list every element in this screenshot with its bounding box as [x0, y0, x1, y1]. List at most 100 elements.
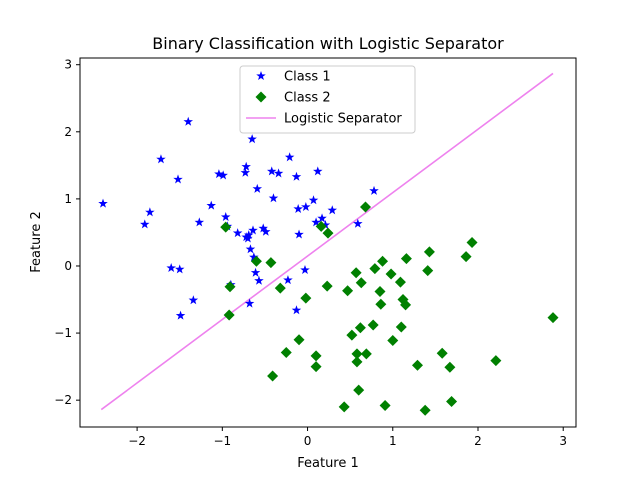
- class-1-point: [317, 213, 327, 223]
- class-1-point: [301, 201, 311, 211]
- class-1-point: [291, 171, 302, 181]
- class-1-point: [241, 232, 251, 242]
- class-2-point: [351, 348, 363, 360]
- class-2-point: [444, 361, 456, 373]
- class-1-point: [244, 298, 255, 308]
- class-2-point: [351, 356, 363, 368]
- class-2-point: [359, 201, 371, 213]
- legend-label: Logistic Separator: [284, 112, 402, 127]
- class-1-point: [252, 183, 263, 193]
- class-2-point: [367, 319, 379, 331]
- class-2-point: [224, 281, 236, 293]
- class-1-point: [232, 228, 243, 238]
- class-1-point: [273, 168, 284, 178]
- chart-title: Binary Classification with Logistic Sepa…: [152, 34, 504, 53]
- x-tick-label: 0: [304, 434, 312, 448]
- legend-box: [239, 65, 416, 134]
- class-1-point: [261, 226, 271, 236]
- class-2-point: [385, 268, 397, 280]
- legend: Class 1 Class 2 Logistic Separator: [239, 65, 416, 134]
- class-1-point: [293, 203, 303, 213]
- axes-frame: [79, 57, 577, 428]
- class-1-point: [245, 244, 256, 254]
- class-1-point: [258, 223, 268, 233]
- class-2-point: [423, 246, 435, 258]
- class-1-point: [353, 218, 363, 228]
- class-2-point: [436, 347, 448, 359]
- class-1-point: [183, 116, 193, 126]
- class-1-point: [300, 265, 310, 275]
- class-1-point: [311, 217, 321, 227]
- class-1-point: [308, 195, 319, 205]
- class-2-point: [369, 263, 381, 275]
- class-1-point: [369, 185, 379, 195]
- class-1-point: [320, 220, 331, 230]
- class-2-point: [350, 267, 362, 279]
- class-1-point: [206, 200, 216, 210]
- class-2-point: [374, 285, 386, 297]
- x-tick-label: 1: [389, 434, 397, 448]
- y-tick-label: 0: [64, 259, 72, 273]
- class-2-point: [223, 309, 235, 321]
- class-1-point: [284, 152, 295, 162]
- y-tick-label: 2: [64, 125, 72, 139]
- class-2-point: [490, 355, 502, 367]
- class-1-point: [156, 154, 166, 164]
- class-1-point: [267, 166, 277, 176]
- legend-marker-class-1: [256, 71, 266, 81]
- class-2-point: [267, 370, 279, 382]
- class-2-point: [274, 282, 286, 294]
- class-1-point: [327, 205, 338, 215]
- class-1-point: [291, 305, 302, 315]
- x-tick-label: 3: [559, 434, 567, 448]
- legend-marker-class-2: [255, 91, 267, 103]
- class-1-point: [243, 230, 254, 240]
- y-tick-label: −2: [54, 393, 72, 407]
- class-1-point: [214, 169, 224, 179]
- class-2-point: [321, 280, 333, 292]
- class-2-point: [280, 347, 292, 359]
- class-2-point: [265, 257, 277, 269]
- class-2-point: [466, 237, 478, 248]
- class-1-point: [248, 225, 258, 235]
- class-1-point: [220, 212, 231, 222]
- class-2-point: [400, 253, 412, 265]
- y-tick-label: 1: [64, 192, 72, 206]
- y-tick-label: −1: [54, 326, 72, 340]
- x-tick-label: 2: [474, 434, 482, 448]
- class-2-point: [446, 396, 458, 408]
- x-tick-label: −2: [128, 434, 146, 448]
- legend-label: Class 1: [284, 70, 331, 85]
- class-2-point: [547, 312, 559, 324]
- class-1-point: [145, 207, 155, 217]
- class-2-point: [395, 321, 407, 333]
- class-1-point: [294, 229, 304, 239]
- class-2-point: [338, 401, 350, 413]
- class-1-point: [268, 193, 279, 203]
- class-2-point: [310, 361, 322, 373]
- class-1-point: [283, 275, 293, 285]
- separator-line: [100, 72, 554, 411]
- class-2-point: [220, 221, 232, 233]
- class-2-point: [342, 285, 354, 297]
- class-2-point: [353, 384, 365, 396]
- class-1-point: [174, 264, 185, 274]
- class-2-point: [394, 276, 406, 288]
- class-2-point: [355, 277, 367, 289]
- y-axis: −2 −1 0 1 2 3: [54, 58, 80, 407]
- class-2-point: [419, 404, 431, 416]
- class-2-point: [315, 220, 327, 232]
- class-2-point: [411, 359, 423, 371]
- class-1-point: [166, 262, 176, 273]
- class-2-point: [375, 298, 387, 310]
- class-2-point: [400, 299, 412, 311]
- class-1-point: [240, 167, 251, 177]
- class-1-point: [188, 295, 199, 305]
- plot-area: [98, 72, 559, 416]
- class-1-point: [140, 219, 150, 229]
- x-axis-label: Feature 1: [297, 456, 359, 471]
- class-1-point: [313, 166, 323, 176]
- class-2-point: [387, 334, 399, 346]
